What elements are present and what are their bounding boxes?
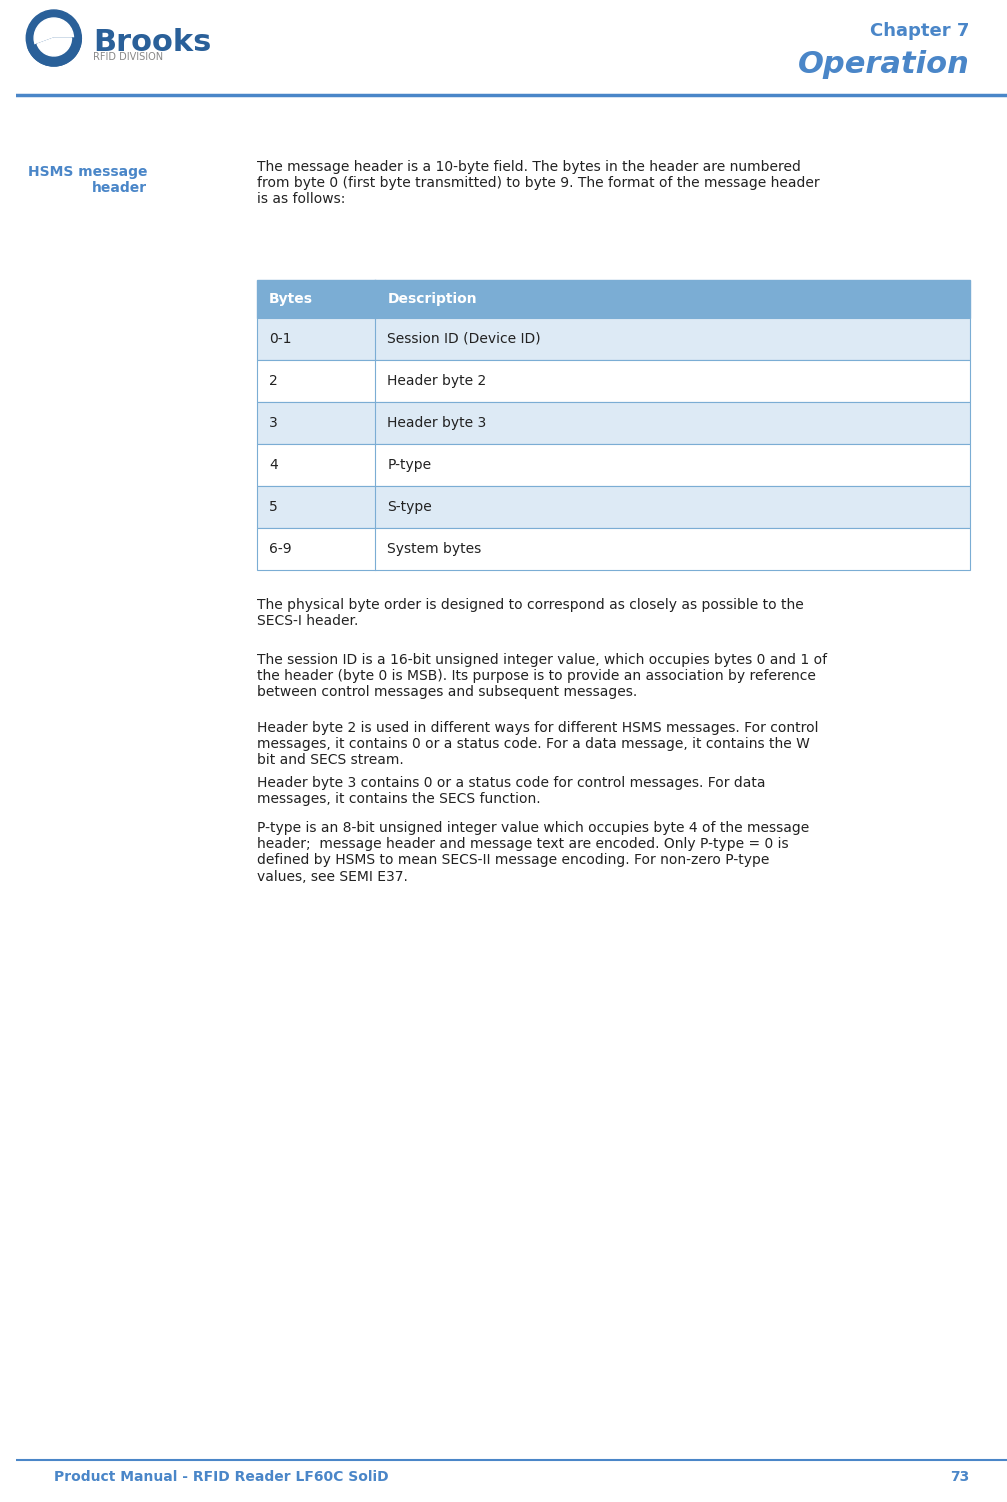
FancyBboxPatch shape: [258, 318, 970, 360]
Text: 5: 5: [269, 500, 278, 514]
Text: Operation: Operation: [798, 50, 970, 80]
Text: The message header is a 10-byte field. The bytes in the header are numbered
from: The message header is a 10-byte field. T…: [258, 161, 820, 206]
Text: Header byte 3 contains 0 or a status code for control messages. For data
message: Header byte 3 contains 0 or a status cod…: [258, 777, 766, 807]
Text: Product Manual - RFID Reader LF60C SoliD: Product Manual - RFID Reader LF60C SoliD: [53, 1470, 389, 1484]
Text: S-type: S-type: [388, 500, 432, 514]
FancyBboxPatch shape: [258, 403, 970, 445]
Text: P-type: P-type: [388, 458, 431, 472]
Text: Description: Description: [388, 291, 477, 306]
Text: Header byte 2 is used in different ways for different HSMS messages. For control: Header byte 2 is used in different ways …: [258, 721, 819, 768]
Text: 0-1: 0-1: [269, 332, 292, 345]
Text: RFID DIVISION: RFID DIVISION: [94, 53, 163, 62]
Text: Bytes: Bytes: [269, 291, 313, 306]
FancyBboxPatch shape: [258, 445, 970, 487]
Text: 2: 2: [269, 374, 278, 388]
Text: System bytes: System bytes: [388, 542, 481, 556]
Text: The physical byte order is designed to correspond as closely as possible to the
: The physical byte order is designed to c…: [258, 598, 805, 628]
FancyBboxPatch shape: [258, 360, 970, 403]
FancyBboxPatch shape: [258, 487, 970, 529]
Text: Session ID (Device ID): Session ID (Device ID): [388, 332, 541, 345]
Text: Header byte 2: Header byte 2: [388, 374, 486, 388]
Text: Header byte 3: Header byte 3: [388, 416, 486, 430]
FancyBboxPatch shape: [258, 279, 970, 318]
Text: 6-9: 6-9: [269, 542, 292, 556]
Circle shape: [26, 11, 82, 66]
Text: P-type is an 8-bit unsigned integer value which occupies byte 4 of the message
h: P-type is an 8-bit unsigned integer valu…: [258, 822, 810, 883]
Text: HSMS message
header: HSMS message header: [28, 165, 147, 195]
Text: Brooks: Brooks: [94, 29, 211, 57]
Text: 3: 3: [269, 416, 278, 430]
Wedge shape: [37, 38, 71, 56]
FancyBboxPatch shape: [258, 529, 970, 569]
Text: 73: 73: [951, 1470, 970, 1484]
Circle shape: [34, 18, 74, 59]
Text: The session ID is a 16-bit unsigned integer value, which occupies bytes 0 and 1 : The session ID is a 16-bit unsigned inte…: [258, 653, 828, 700]
Text: 4: 4: [269, 458, 278, 472]
Text: Chapter 7: Chapter 7: [870, 23, 970, 41]
Wedge shape: [28, 38, 82, 66]
